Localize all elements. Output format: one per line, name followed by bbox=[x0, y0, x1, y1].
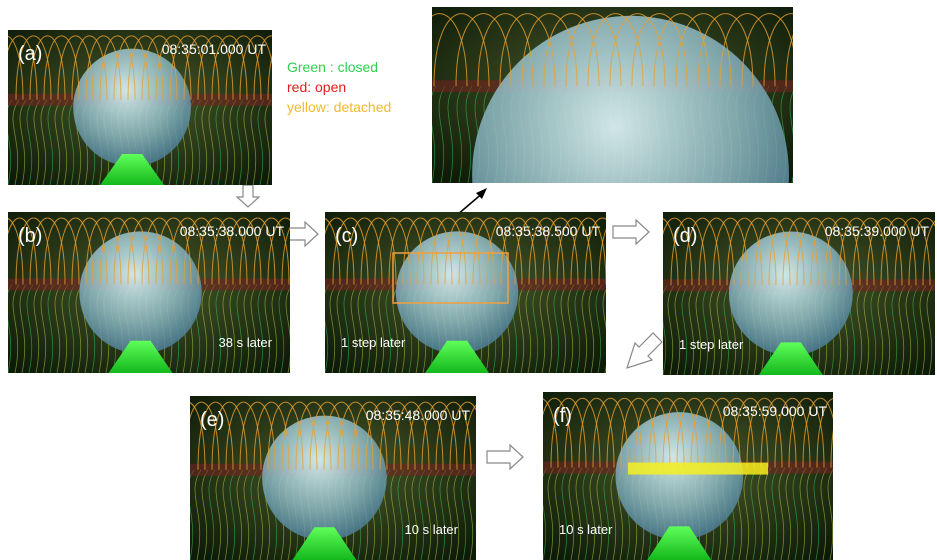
timestamp: 08:35:39.000 UT bbox=[825, 223, 930, 239]
legend-entry: red: open bbox=[287, 79, 346, 95]
timestamp: 08:35:38.500 UT bbox=[496, 223, 601, 239]
sphere bbox=[396, 231, 518, 353]
time-note: 1 step later bbox=[679, 337, 744, 352]
sphere bbox=[729, 232, 853, 356]
loop bbox=[786, 14, 841, 87]
time-note: 10 s later bbox=[405, 522, 459, 537]
detached-band bbox=[628, 463, 768, 475]
timestamp: 08:35:38.000 UT bbox=[180, 223, 285, 239]
time-note: 10 s later bbox=[559, 522, 613, 537]
panel-label: (c) bbox=[335, 225, 358, 247]
legend-entry: yellow: detached bbox=[287, 99, 391, 115]
timestamp: 08:35:59.000 UT bbox=[723, 403, 828, 419]
time-note: 1 step later bbox=[341, 335, 406, 350]
panel-label: (b) bbox=[18, 225, 42, 247]
loop bbox=[831, 398, 866, 467]
figure: (a) 08:35:01.000 UT (b) 08:35:38.000 UT 38 s… bbox=[0, 0, 937, 560]
panel-label: (d) bbox=[673, 225, 697, 247]
timestamp: 08:35:01.000 UT bbox=[162, 41, 267, 57]
panel-label: (e) bbox=[200, 409, 224, 431]
time-note: 38 s later bbox=[219, 335, 273, 350]
legend-entry: Green : closed bbox=[287, 59, 378, 75]
timestamp: 08:35:48.000 UT bbox=[366, 407, 471, 423]
panel-label: (a) bbox=[18, 43, 42, 65]
sphere bbox=[79, 231, 201, 353]
panel-label: (f) bbox=[553, 405, 572, 427]
